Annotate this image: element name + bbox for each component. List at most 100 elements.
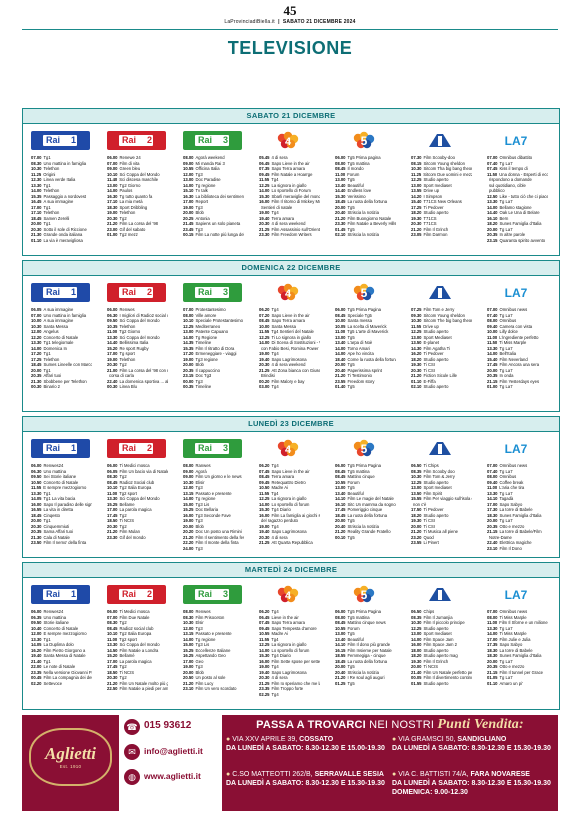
programme-title: Quaranta spirito avvento: [499, 237, 546, 243]
programme-row: 06.00 Tg5 Prima Pagina: [335, 609, 396, 615]
programme-time: 00.35: [183, 384, 194, 389]
programme-row: 15.40 Film Neverland: [487, 357, 548, 363]
programme-title: Telethon: [43, 210, 60, 215]
programme-title: Tg3: [195, 518, 203, 523]
ad-web-row[interactable]: ◍ www.aglietti.it: [124, 767, 220, 789]
location-pin-icon: ●: [392, 771, 397, 778]
programme-time: 17.00: [183, 658, 194, 664]
ad-email-row[interactable]: ✉ info@aglietti.it: [124, 742, 220, 764]
programme-time: 18.45: [335, 658, 346, 664]
programme-title: Tg2: [119, 215, 127, 221]
programme-row: 20.00 Blob: [183, 670, 244, 676]
programme-row: 07.45 Kiss il tempo di: [487, 166, 548, 172]
rai-number: 1: [70, 135, 76, 145]
store-address: VIA C. BATTISTI 74/A,: [398, 771, 471, 778]
rai-label: Rai: [46, 135, 61, 145]
programme-time: 09.30: [411, 312, 422, 318]
programme-row: 01.40 Tg5: [335, 384, 396, 390]
programme-title: Forum: [347, 171, 360, 177]
programme-time: 08.45: [335, 620, 346, 625]
programme-time: 00.45: [31, 675, 42, 680]
programme-row: 10.50 Madre Ai: [259, 485, 320, 491]
rete4-logo-icon: 4: [277, 585, 299, 603]
programme-time: 20.30: [259, 675, 270, 680]
programme-title: Studio aperto: [423, 210, 449, 215]
ad-email: info@aglietti.it: [144, 746, 203, 756]
programme-row: 14.00 Tg regione: [183, 637, 244, 643]
programme-row: 14.10 Tagadà: [487, 496, 548, 502]
channel-column-la7: LA7 07.00 Omnibus news 07.40 Tg La7 08.00 Omni…: [483, 432, 550, 557]
programme-title: Tg2: [119, 664, 127, 669]
programme-title: Film Il Jumanjia: [423, 614, 453, 620]
programme-title: Film La corsa del '98 con marco: [119, 367, 168, 373]
programme-row: 12.25 Studio aperto: [411, 177, 472, 183]
programme-row: 10.30 Telethon: [31, 166, 92, 172]
programme-title: del ragazzo perduto: [261, 518, 299, 523]
programme-title: Sentieri di natale: [261, 204, 293, 210]
programme-row: 06.45 Lieve in the air: [259, 615, 320, 621]
programme-row: 07.40 Tg La7: [487, 313, 548, 319]
channel-column-rai2: Rai 2 06.00 Ti Medici mosca 07.00 Film Due Na…: [103, 578, 170, 709]
programme-time: 15.35: [183, 345, 194, 351]
ad-phone-row[interactable]: ☎ 015 93612: [124, 717, 220, 739]
programme-title: Tg4 Sentieri del Natale: [271, 329, 314, 334]
programme-time: 06.30: [31, 468, 42, 474]
programme-time: 00.10: [335, 534, 346, 540]
programme-row: 15.30 Tg4 Diario: [259, 507, 320, 513]
programme-row: 19.00 Telethon: [107, 210, 168, 216]
programme-title: Ti Pedover: [423, 351, 444, 356]
programme-row: 10.30 Elsir: [183, 620, 244, 626]
programme-title: Tg1: [43, 518, 51, 523]
programme-title: Tg3: [195, 378, 203, 384]
store-city: COSSATO: [299, 736, 334, 743]
channel-column-rai1: Rai 1 06.05 A sua immagine 07.00 Uno mattina …: [27, 276, 94, 411]
programme-title: Tg4 Diario: [271, 653, 291, 658]
programme-time: 17.00: [107, 351, 118, 356]
programme-title: Affari tuoi: [43, 373, 62, 378]
programme-title: 4 di sera: [271, 534, 288, 540]
programme-time: 23.10: [183, 686, 194, 691]
programme-row: 15.35 Film Il ritratto di Dora: [183, 346, 244, 352]
programme-title: Tg4: [271, 609, 279, 614]
programme-row: 12.20 Concerto di Natale: [31, 335, 92, 341]
programme-row: 13.40 Beautiful: [335, 491, 396, 497]
programme-title: Terra amara: [271, 215, 295, 221]
programme-list: 06.20 Tg4 07.45 Sapo Lieve in the air 08.45 T…: [259, 463, 320, 546]
programme-time: 20.30: [411, 367, 422, 373]
channel-column-canale5: 5 06.00 Tg5 Prima Pagina 08.45 Tg5 mattina 08…: [331, 432, 398, 557]
programme-list: 06.00 Renewe 24 07.00 Film di vita 09.00 Gree…: [107, 155, 168, 238]
programme-time: 14.00: [487, 204, 498, 210]
programme-title: Film Il dono più grande: [347, 642, 391, 647]
programme-time: 17.00: [487, 501, 498, 507]
programme-time: 15.30: [259, 193, 270, 199]
programme-title: Bellamo stagione: [499, 204, 532, 210]
programme-time: 16.10: [335, 501, 346, 507]
programme-title: Fiction Sicule Lille: [423, 373, 457, 378]
programme-title: Femmegiga - cinque: [347, 653, 386, 658]
programme-time: 20.00: [335, 362, 346, 367]
programme-row: 07.40 Tg La7: [487, 161, 548, 167]
italia1-logo-icon: [429, 286, 451, 299]
programme-list: 07.00 Omnibus news 07.40 Tg La7 08.00 Omnibus…: [487, 463, 548, 551]
programme-time: 13.40: [335, 182, 346, 188]
programme-row: 08.00 Agorà weekend: [183, 155, 244, 161]
programme-row: 17.25 Telethon: [31, 357, 92, 363]
programme-title: Omnibus dibattito: [499, 155, 533, 160]
programme-row: 14.00 Torno Amari: [335, 346, 396, 352]
programme-title: Striscia la notizia: [347, 669, 379, 675]
programme-row: 15.20 Bellamè: [107, 653, 168, 659]
canale5-logo: 5: [335, 131, 394, 150]
channel-column-italia1: 07.30 Film Scooby-doo 08.15 Sitcom Young sh…: [407, 124, 474, 255]
programme-title: Tg4: [271, 210, 279, 215]
programme-title: Otto e mezzo: [499, 664, 525, 669]
rai-label: Rai: [46, 287, 61, 297]
programme-title: Sumes Lineelle con Marco Liorni: [43, 362, 92, 367]
programme-title: Le note di Natale: [43, 664, 76, 669]
programme-row: 20.50 Un posto al sole: [183, 675, 244, 681]
programme-row: 10.55 Forum: [335, 480, 396, 486]
programme-time: 21.30: [31, 378, 42, 384]
store-city: FARA NOVARESE: [470, 771, 530, 778]
programme-row: 11.00 Forum: [335, 172, 396, 178]
programme-time: 06.00: [107, 307, 118, 312]
programme-time: 01.05: [487, 675, 498, 680]
